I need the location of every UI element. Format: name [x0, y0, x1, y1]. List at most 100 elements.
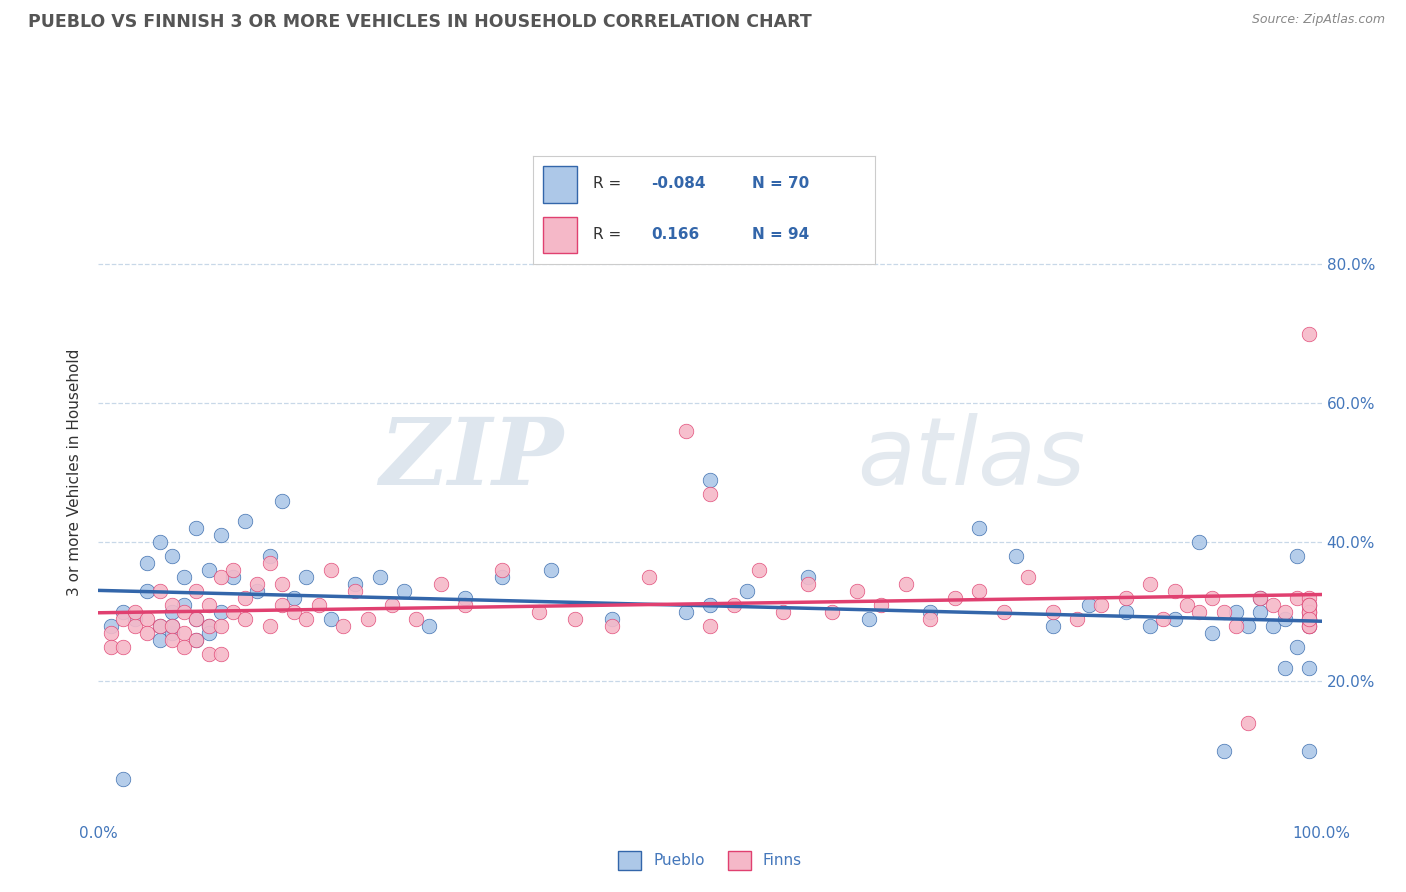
Point	[160, 625, 183, 640]
Point	[1139, 577, 1161, 591]
Point	[1212, 744, 1234, 758]
Point	[233, 515, 256, 529]
Point	[1017, 570, 1039, 584]
Point	[149, 632, 172, 647]
Point	[283, 591, 305, 605]
Point	[173, 625, 195, 640]
Point	[160, 632, 183, 647]
Point	[392, 584, 416, 599]
Point	[100, 625, 122, 640]
Point	[186, 584, 208, 599]
Point	[1042, 605, 1064, 619]
Point	[1090, 598, 1112, 612]
Point	[1225, 605, 1247, 619]
Point	[870, 598, 893, 612]
Point	[136, 584, 159, 599]
Point	[1298, 605, 1320, 619]
Point	[430, 577, 453, 591]
Point	[1139, 619, 1161, 633]
Point	[197, 625, 219, 640]
Point	[894, 577, 917, 591]
Point	[1212, 605, 1234, 619]
Point	[308, 598, 330, 612]
Point	[344, 584, 367, 599]
Point	[136, 612, 159, 626]
Point	[1201, 625, 1223, 640]
Point	[381, 598, 404, 612]
Point	[368, 570, 391, 584]
Point	[1201, 591, 1223, 605]
Point	[1225, 619, 1247, 633]
Point	[319, 612, 342, 626]
Point	[197, 619, 219, 633]
Point	[124, 605, 146, 619]
Point	[295, 570, 318, 584]
Point	[186, 612, 208, 626]
Point	[1164, 584, 1187, 599]
Point	[259, 549, 281, 564]
Point	[1115, 605, 1137, 619]
Point	[748, 563, 770, 577]
Text: PUEBLO VS FINNISH 3 OR MORE VEHICLES IN HOUSEHOLD CORRELATION CHART: PUEBLO VS FINNISH 3 OR MORE VEHICLES IN …	[28, 13, 811, 31]
Point	[699, 486, 721, 500]
Point	[246, 577, 269, 591]
Point	[454, 591, 477, 605]
Point	[1298, 598, 1320, 612]
Point	[149, 619, 172, 633]
Point	[600, 612, 623, 626]
Point	[233, 612, 256, 626]
Point	[540, 563, 562, 577]
Point	[332, 619, 354, 633]
Point	[943, 591, 966, 605]
Point	[1298, 605, 1320, 619]
Point	[699, 598, 721, 612]
Legend: Pueblo, Finns: Pueblo, Finns	[612, 845, 808, 876]
Point	[209, 605, 232, 619]
Point	[993, 605, 1015, 619]
Point	[197, 598, 219, 612]
Point	[967, 584, 990, 599]
Point	[1274, 612, 1296, 626]
Point	[149, 619, 172, 633]
Point	[1237, 619, 1260, 633]
Point	[1298, 612, 1320, 626]
Point	[100, 640, 122, 654]
Point	[1274, 605, 1296, 619]
Point	[160, 619, 183, 633]
Point	[160, 549, 183, 564]
Point	[1298, 598, 1320, 612]
Point	[186, 521, 208, 535]
Point	[186, 632, 208, 647]
Point	[356, 612, 378, 626]
Point	[186, 612, 208, 626]
Point	[173, 570, 195, 584]
Point	[209, 619, 232, 633]
Point	[1298, 591, 1320, 605]
Text: ZIP: ZIP	[380, 414, 564, 504]
Point	[173, 605, 195, 619]
Point	[527, 605, 550, 619]
Point	[1298, 744, 1320, 758]
Point	[270, 598, 294, 612]
Point	[638, 570, 661, 584]
Point	[1188, 535, 1211, 549]
Point	[1286, 640, 1309, 654]
Point	[124, 619, 146, 633]
Point	[1249, 591, 1271, 605]
Point	[821, 605, 844, 619]
Point	[845, 584, 868, 599]
Point	[233, 591, 256, 605]
Point	[1298, 619, 1320, 633]
Point	[675, 424, 697, 438]
Point	[1164, 612, 1187, 626]
Point	[111, 640, 134, 654]
Point	[209, 647, 232, 661]
Point	[209, 528, 232, 542]
Point	[124, 612, 146, 626]
Point	[1286, 549, 1309, 564]
Text: atlas: atlas	[856, 413, 1085, 504]
Point	[1286, 591, 1309, 605]
Point	[344, 577, 367, 591]
Point	[100, 619, 122, 633]
Point	[111, 772, 134, 786]
